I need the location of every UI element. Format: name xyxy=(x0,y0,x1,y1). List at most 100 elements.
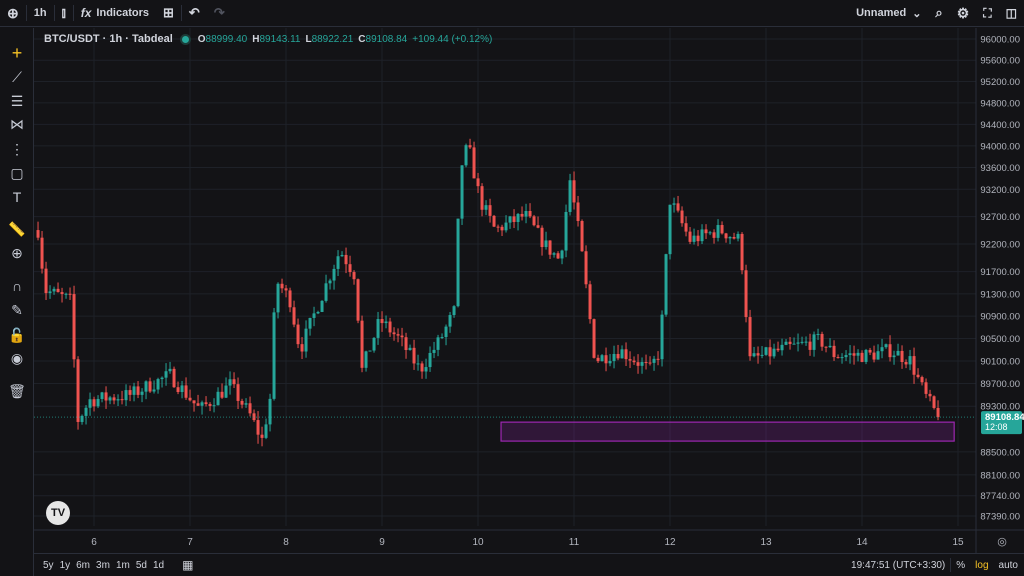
clock-time[interactable]: 19:47:51 (UTC+3:30) xyxy=(851,559,946,571)
candle-body xyxy=(340,254,344,257)
candle-body xyxy=(512,216,516,222)
auto-toggle[interactable]: auto xyxy=(998,559,1018,571)
candle-body xyxy=(540,227,544,248)
rectangle-icon[interactable]: ▢ xyxy=(10,165,24,181)
price-tick-label: 95600.00 xyxy=(980,56,1020,67)
low-value: 88922.21 xyxy=(311,33,354,45)
candle-body xyxy=(360,320,364,368)
trend-line-icon[interactable]: ⟋ xyxy=(12,69,22,85)
symbol-title[interactable]: BTC/USDT · 1h · Tabdeal xyxy=(44,33,173,45)
candle-body xyxy=(764,347,768,355)
range-1d[interactable]: 1d xyxy=(152,559,165,571)
ruler-icon[interactable]: 📏 xyxy=(8,221,26,237)
candle-body xyxy=(700,229,704,242)
candles-icon[interactable]: ⫾ xyxy=(61,5,66,20)
high-label: H xyxy=(252,33,260,45)
date-tick-label: 8 xyxy=(283,537,289,548)
range-5y[interactable]: 5y xyxy=(43,559,54,571)
candle-body xyxy=(796,342,800,344)
rectangle-zone[interactable] xyxy=(500,421,955,442)
camera-icon[interactable]: ◫ xyxy=(1005,6,1017,20)
candle-body xyxy=(508,216,512,223)
pattern-icon[interactable]: ⋈ xyxy=(10,116,24,132)
candle-body xyxy=(404,337,408,351)
price-tick-label: 92700.00 xyxy=(980,212,1020,223)
range-1y[interactable]: 1y xyxy=(59,559,71,571)
candle-body xyxy=(628,359,632,361)
candle-body xyxy=(596,357,600,362)
candle-body xyxy=(420,363,424,372)
candle-body xyxy=(612,353,616,362)
candle-body xyxy=(560,250,564,259)
fx-icon: fx xyxy=(80,6,92,20)
candle-body xyxy=(292,307,296,325)
candle-body xyxy=(484,205,488,210)
gear-icon[interactable]: ⚙ xyxy=(956,4,970,21)
interval-button[interactable]: 1h xyxy=(33,7,47,19)
candle-body xyxy=(568,180,572,212)
redo-icon[interactable]: ↷ xyxy=(213,5,225,20)
candle-body xyxy=(136,386,140,395)
range-5d[interactable]: 5d xyxy=(135,559,147,571)
price-tick-label: 93600.00 xyxy=(980,163,1020,174)
candle-body xyxy=(912,356,916,375)
candle-body xyxy=(264,424,268,438)
candle-body xyxy=(716,225,720,238)
candle-body xyxy=(232,379,236,385)
candle-body xyxy=(356,279,360,321)
candle-body xyxy=(892,355,896,358)
price-tick-label: 89300.00 xyxy=(980,402,1020,413)
quick-search-icon[interactable]: ⌕ xyxy=(935,5,943,20)
templates-icon[interactable]: ⊞ xyxy=(163,5,174,20)
lock-icon[interactable]: 🔓 xyxy=(8,327,26,343)
text-icon[interactable]: T xyxy=(12,189,22,205)
candle-body xyxy=(172,368,176,388)
fib-icon[interactable]: ☰ xyxy=(10,93,24,109)
layout-name-button[interactable]: Unnamed ⌄ xyxy=(849,0,928,27)
trash-icon[interactable]: 🗑 xyxy=(8,383,26,399)
candle-body xyxy=(64,293,68,295)
price-tick-label: 87740.00 xyxy=(980,491,1020,502)
candle-body xyxy=(156,379,160,390)
candle-body xyxy=(192,400,196,404)
candle-body xyxy=(88,399,92,408)
candle-body xyxy=(744,270,748,318)
candle-body xyxy=(696,235,700,242)
indicators-button[interactable]: fx Indicators xyxy=(74,0,156,27)
percent-toggle[interactable]: % xyxy=(956,559,966,571)
candle-body xyxy=(236,384,240,401)
projection-icon[interactable]: ⋮ xyxy=(10,141,24,157)
log-toggle[interactable]: log xyxy=(975,559,989,571)
candle-body xyxy=(908,356,912,365)
candle-body xyxy=(112,397,116,401)
zoom-in-icon[interactable]: ⊕ xyxy=(11,245,23,261)
candle-body xyxy=(676,203,680,211)
candle-body xyxy=(644,362,648,364)
range-1m[interactable]: 1m xyxy=(115,559,130,571)
date-range-icon[interactable]: ▦ xyxy=(182,558,194,572)
range-6m[interactable]: 6m xyxy=(76,559,91,571)
lock-drawing-icon[interactable]: ✎ xyxy=(11,302,23,318)
candle-body xyxy=(244,403,248,405)
candle-body xyxy=(464,145,468,166)
range-3m[interactable]: 3m xyxy=(96,559,110,571)
magnet-icon[interactable]: ∩ xyxy=(11,278,23,294)
candle-body xyxy=(920,377,924,383)
candle-body xyxy=(444,326,448,338)
candle-body xyxy=(652,358,656,363)
price-tick-label: 91300.00 xyxy=(980,289,1020,300)
candle-body xyxy=(204,402,208,405)
crosshair-icon[interactable]: + xyxy=(11,43,23,63)
add-symbol-icon[interactable]: ⊕ xyxy=(7,4,19,21)
indicators-label: Indicators xyxy=(96,7,149,19)
candle-body xyxy=(916,374,920,378)
fullscreen-icon[interactable]: ⛶ xyxy=(983,5,992,20)
eye-icon[interactable]: ◉ xyxy=(10,350,24,366)
undo-icon[interactable]: ↶ xyxy=(188,5,200,20)
candle-body xyxy=(56,288,60,293)
candle-body xyxy=(324,283,328,301)
candle-body xyxy=(448,315,452,327)
candle-body xyxy=(880,347,884,352)
candle-body xyxy=(616,353,620,359)
